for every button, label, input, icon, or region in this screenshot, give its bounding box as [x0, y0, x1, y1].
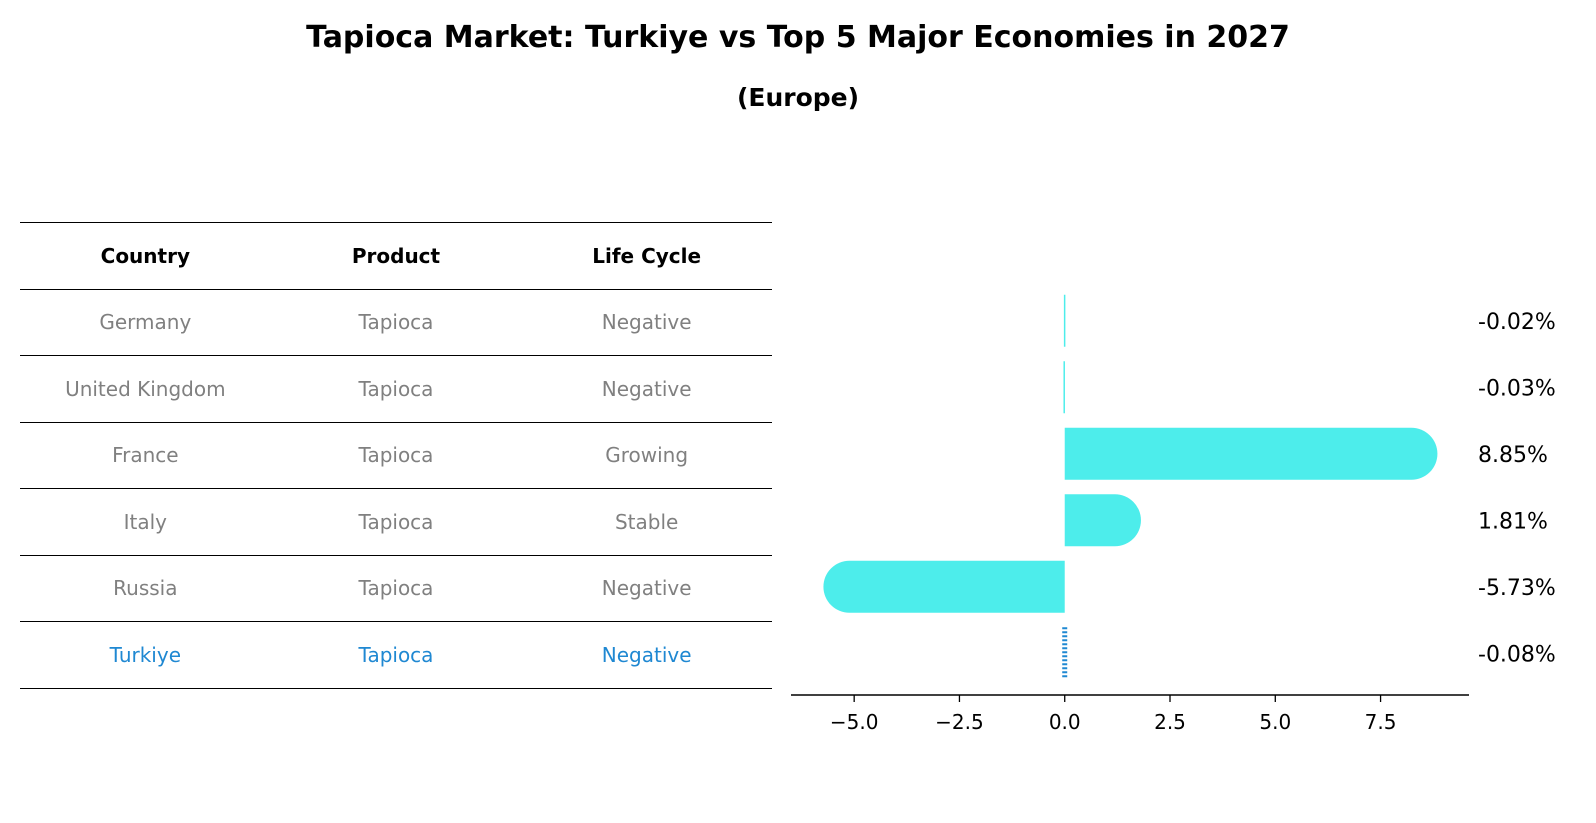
table-row: United Kingdom Tapioca Negative — [20, 355, 772, 423]
table-header: Country Product Life Cycle — [20, 222, 772, 290]
cell-product: Tapioca — [270, 355, 522, 423]
data-label: -0.02% — [1478, 310, 1556, 335]
cell-product: Tapioca — [270, 621, 522, 689]
bar — [1064, 494, 1141, 547]
cell-product: Tapioca — [270, 488, 522, 556]
x-axis: −5.0 −2.5 0.0 2.5 5.0 7.5 — [791, 694, 1469, 734]
data-label: 1.81% — [1478, 509, 1548, 534]
cell-country: Russia — [20, 555, 271, 622]
chart-title: Tapioca Market: Turkiye vs Top 5 Major E… — [306, 20, 1290, 55]
cell-country: United Kingdom — [20, 355, 271, 423]
bar — [823, 560, 1065, 613]
data-label: -0.03% — [1478, 376, 1556, 401]
cell-life-cycle: Growing — [521, 422, 772, 489]
x-tick-label: 2.5 — [1154, 710, 1186, 734]
bar — [1063, 294, 1066, 347]
x-tick-label: −5.0 — [830, 710, 879, 734]
header-life-cycle: Life Cycle — [521, 222, 772, 290]
cell-country: Italy — [20, 488, 271, 556]
x-tick-label: 0.0 — [1049, 710, 1081, 734]
cell-product: Tapioca — [270, 422, 522, 489]
x-tick-label: −2.5 — [935, 710, 984, 734]
table-row: Russia Tapioca Negative — [20, 555, 772, 622]
cell-life-cycle: Stable — [521, 488, 772, 556]
table-body: Germany Tapioca Negative United Kingdom … — [20, 289, 772, 689]
table-header-row: Country Product Life Cycle — [20, 222, 772, 290]
bar — [1064, 427, 1438, 480]
cell-product: Tapioca — [270, 555, 522, 622]
life-cycle-table-container: Country Product Life Cycle Germany Tapio… — [20, 222, 772, 689]
header-country: Country — [20, 222, 271, 290]
bar — [1063, 361, 1065, 414]
data-label: -5.73% — [1478, 576, 1556, 601]
x-tick-label: 5.0 — [1259, 710, 1291, 734]
x-tick-label: 7.5 — [1365, 710, 1397, 734]
cell-country: Germany — [20, 289, 271, 356]
cell-life-cycle: Negative — [521, 621, 772, 689]
header-product: Product — [270, 222, 522, 290]
table-row: Germany Tapioca Negative — [20, 289, 772, 356]
cell-life-cycle: Negative — [521, 555, 772, 622]
cell-country: Turkiye — [20, 621, 271, 689]
data-label: -0.08% — [1478, 642, 1556, 667]
life-cycle-table: Country Product Life Cycle Germany Tapio… — [20, 222, 772, 689]
cell-life-cycle: Negative — [521, 355, 772, 423]
data-label: 8.85% — [1478, 443, 1548, 468]
table-row-highlighted: Turkiye Tapioca Negative — [20, 621, 772, 689]
cell-product: Tapioca — [270, 289, 522, 356]
cell-life-cycle: Negative — [521, 289, 772, 356]
cell-country: France — [20, 422, 271, 489]
bars-layer — [823, 294, 1438, 680]
table-row: France Tapioca Growing — [20, 422, 772, 489]
table-row: Italy Tapioca Stable — [20, 488, 772, 556]
chart-subtitle: (Europe) — [736, 83, 860, 112]
data-labels-layer: -0.02% -0.03% 8.85% 1.81% -5.73% -0.08% — [1478, 310, 1556, 668]
